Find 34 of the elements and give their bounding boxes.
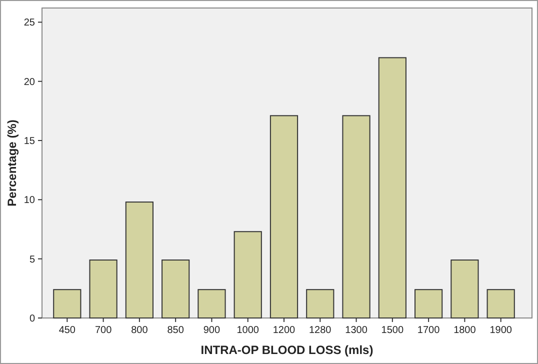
x-tick-label: 1300 (345, 325, 368, 336)
y-tick-label: 0 (29, 314, 36, 324)
bar (342, 115, 370, 318)
x-tick-label: 700 (94, 325, 112, 336)
bar (89, 260, 118, 318)
x-tick-label: 800 (131, 325, 148, 336)
y-tick-label: 10 (24, 195, 36, 206)
x-axis-title: INTRA-OP BLOOD LOSS (mls) (200, 343, 374, 357)
bar (270, 115, 298, 318)
bar (306, 289, 334, 318)
x-tick-label: 450 (58, 325, 76, 336)
bar (198, 289, 226, 318)
y-tick-label: 15 (24, 136, 36, 148)
x-tick-label: 1500 (381, 325, 404, 336)
y-axis-title: Percentage (%) (5, 120, 19, 206)
x-tick-label: 1700 (417, 325, 440, 336)
x-tick-label: 1000 (236, 325, 260, 336)
x-tick-label: 1900 (490, 325, 512, 336)
bar (414, 289, 443, 318)
x-tick-label: 850 (167, 325, 184, 336)
bar (234, 231, 262, 318)
x-tick-label: 1200 (272, 325, 296, 336)
bar (53, 289, 82, 318)
x-tick-label: 1280 (309, 325, 332, 336)
x-tick-label: 1800 (454, 325, 476, 336)
bar (450, 260, 479, 318)
x-tick-label: 900 (203, 325, 220, 336)
y-tick-label: 25 (24, 18, 36, 29)
bar (162, 260, 190, 318)
y-tick-label: 5 (29, 254, 36, 266)
bar (486, 289, 515, 318)
bar (125, 202, 154, 318)
y-tick-label: 20 (24, 76, 36, 88)
bar (378, 57, 406, 318)
